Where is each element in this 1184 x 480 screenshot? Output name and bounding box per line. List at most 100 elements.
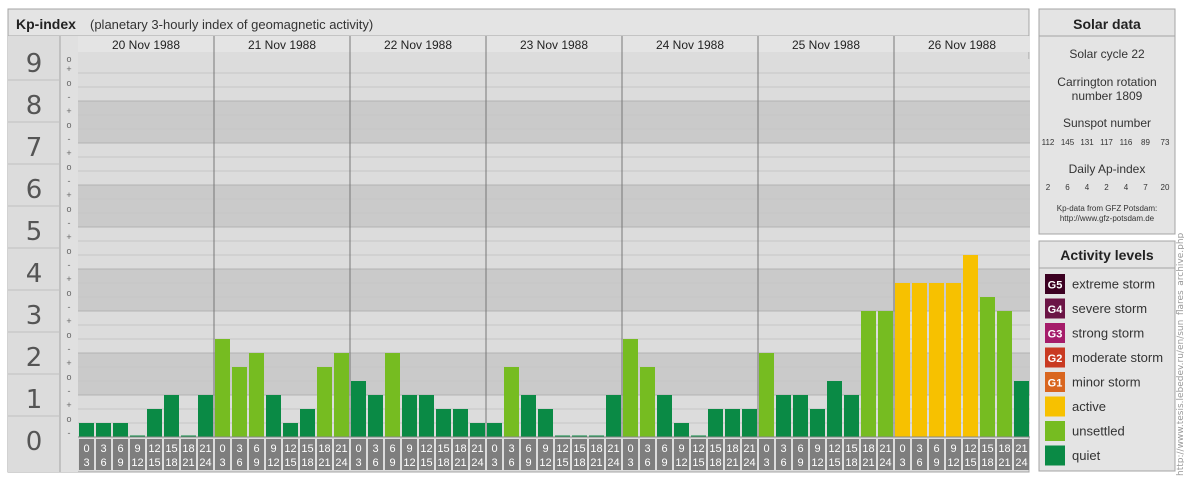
interval-end-label: 12 <box>267 457 279 469</box>
interval-end-label: 24 <box>1015 457 1027 469</box>
interval-box <box>198 439 213 470</box>
interval-box <box>827 439 842 470</box>
kp-bar <box>997 311 1012 437</box>
interval-end-label: 21 <box>454 457 466 469</box>
kp-bar <box>266 395 281 437</box>
solar-title: Solar data <box>1073 16 1141 32</box>
y-tick-label: 4 <box>26 259 43 289</box>
kp-bar <box>759 353 774 437</box>
interval-box <box>691 439 706 470</box>
kp-bar <box>827 381 842 437</box>
y-subtick-label: o <box>66 288 71 298</box>
legend-badge: G4 <box>1048 304 1064 316</box>
interval-start-label: 15 <box>573 443 585 455</box>
interval-box <box>300 439 315 470</box>
interval-start-label: 18 <box>590 443 602 455</box>
interval-start-label: 9 <box>270 443 276 455</box>
day-label: 26 Nov 1988 <box>928 38 996 52</box>
y-subtick-label: o <box>66 204 71 214</box>
interval-end-label: 15 <box>828 457 840 469</box>
kp-bar <box>963 255 978 437</box>
y-tick-label: 6 <box>26 175 43 205</box>
interval-box <box>215 439 230 470</box>
interval-start-label: 6 <box>797 443 803 455</box>
kp-bar <box>181 435 196 437</box>
day-label: 20 Nov 1988 <box>112 38 180 52</box>
interval-end-label: 18 <box>709 457 721 469</box>
interval-end-label: 9 <box>661 457 667 469</box>
interval-box <box>334 439 349 470</box>
interval-box <box>878 439 893 470</box>
interval-start-label: 9 <box>950 443 956 455</box>
interval-box <box>283 439 298 470</box>
y-subtick-label: + <box>66 106 71 116</box>
interval-box <box>436 439 451 470</box>
interval-box <box>487 439 502 470</box>
kp-bar <box>385 353 400 437</box>
band-3 <box>78 269 1030 311</box>
interval-end-label: 12 <box>675 457 687 469</box>
kp-bar <box>589 435 604 437</box>
interval-start-label: 3 <box>916 443 922 455</box>
solar-cycle: Solar cycle 22 <box>1069 47 1145 61</box>
y-subtick-label: + <box>66 316 71 326</box>
y-tick-label: 1 <box>26 385 43 415</box>
interval-box <box>912 439 927 470</box>
interval-end-label: 21 <box>590 457 602 469</box>
kp-bar <box>861 311 876 437</box>
interval-box <box>368 439 383 470</box>
interval-start-label: 9 <box>406 443 412 455</box>
y-subtick-label: o <box>66 246 71 256</box>
source-line-2: http://www.gfz-potsdam.de <box>1060 214 1155 223</box>
interval-end-label: 18 <box>845 457 857 469</box>
source-line-1: Kp-data from GFZ Potsdam: <box>1057 204 1157 213</box>
interval-end-label: 12 <box>811 457 823 469</box>
kp-bar <box>640 366 655 437</box>
interval-start-label: 9 <box>542 443 548 455</box>
interval-start-label: 3 <box>372 443 378 455</box>
interval-end-label: 21 <box>182 457 194 469</box>
kp-bar <box>980 297 995 437</box>
band-7 <box>78 101 1030 143</box>
kp-bar <box>504 366 519 437</box>
interval-start-label: 21 <box>607 443 619 455</box>
legend-label: quiet <box>1072 448 1101 463</box>
kp-bar <box>725 408 740 437</box>
kp-bar <box>810 408 825 437</box>
kp-bar <box>538 408 553 437</box>
y-subtick-label: - <box>68 176 71 186</box>
interval-start-label: 12 <box>148 443 160 455</box>
y-subtick-label: o <box>66 120 71 130</box>
interval-start-label: 0 <box>83 443 89 455</box>
interval-start-label: 18 <box>726 443 738 455</box>
interval-box <box>164 439 179 470</box>
ap-value: 2 <box>1046 183 1051 192</box>
interval-end-label: 15 <box>556 457 568 469</box>
interval-box <box>674 439 689 470</box>
kp-bar <box>572 435 587 437</box>
interval-end-label: 9 <box>253 457 259 469</box>
interval-end-label: 6 <box>100 457 106 469</box>
sunspot-values: 112 145 131 117 116 89 73 <box>1042 138 1170 147</box>
day-label: 22 Nov 1988 <box>384 38 452 52</box>
interval-end-label: 12 <box>539 457 551 469</box>
interval-end-label: 15 <box>420 457 432 469</box>
interval-end-label: 18 <box>165 457 177 469</box>
interval-box <box>929 439 944 470</box>
interval-box <box>844 439 859 470</box>
kp-bar <box>878 311 893 437</box>
interval-box <box>606 439 621 470</box>
interval-end-label: 15 <box>148 457 160 469</box>
interval-box <box>555 439 570 470</box>
interval-box <box>419 439 434 470</box>
y-subtick-label: - <box>68 260 71 270</box>
interval-box <box>640 439 655 470</box>
interval-start-label: 6 <box>525 443 531 455</box>
interval-box <box>385 439 400 470</box>
interval-box <box>232 439 247 470</box>
kp-bar <box>793 395 808 437</box>
y-subtick-label: o <box>66 78 71 88</box>
legend-label: strong storm <box>1072 326 1144 341</box>
chart-header-bar <box>7 8 1030 37</box>
